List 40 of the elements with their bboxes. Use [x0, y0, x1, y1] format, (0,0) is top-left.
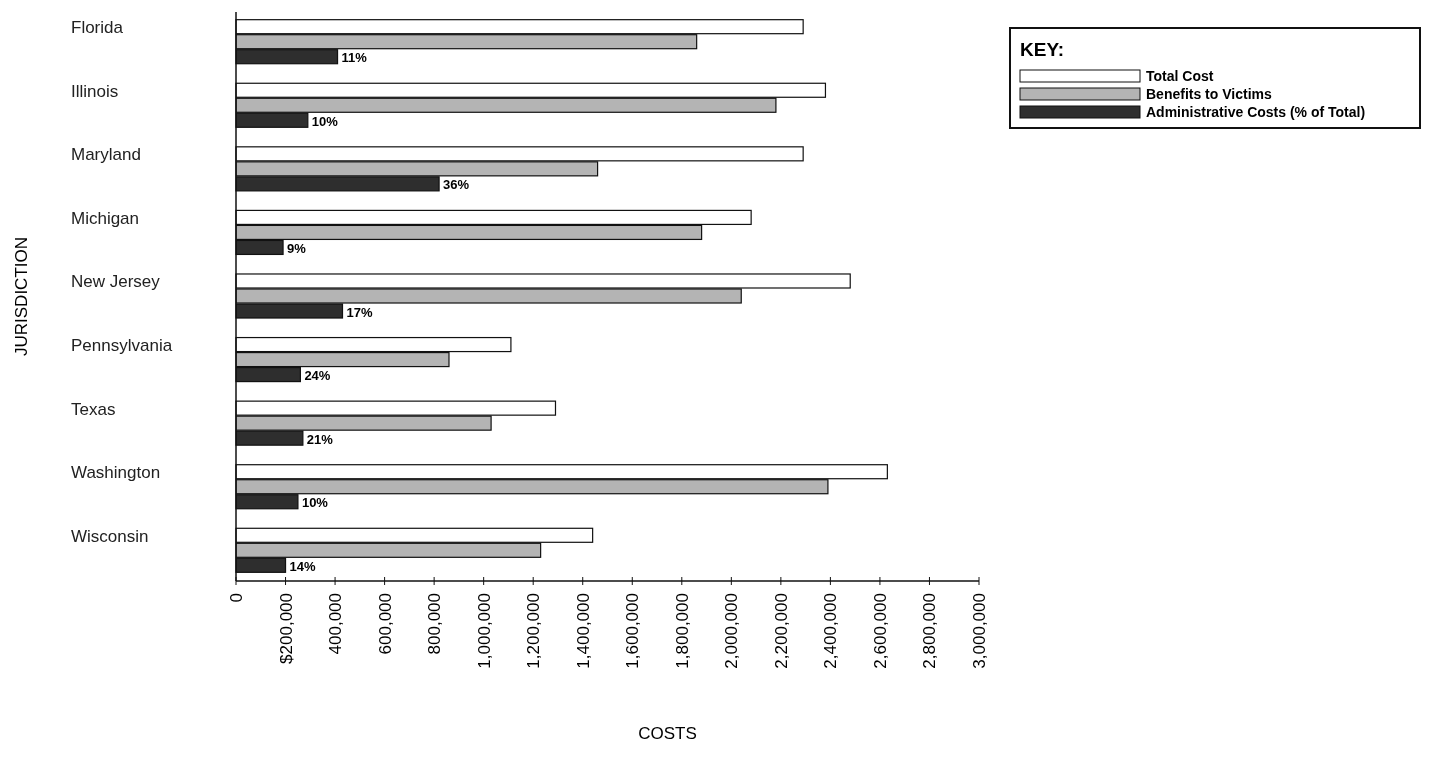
annotation: 24% [304, 368, 331, 384]
x-tick-label: $200,000 [276, 593, 296, 664]
y-axis-title: JURISDICTION [12, 237, 31, 356]
x-tick-label: 2,600,000 [870, 593, 890, 669]
x-tick-label: 2,800,000 [920, 593, 940, 669]
x-tick-label: 1,200,000 [524, 593, 544, 669]
y-tick-label: Pennsylvania [71, 336, 173, 356]
y-tick-label: Wisconsin [71, 526, 149, 546]
annotation: 9% [287, 240, 307, 256]
x-tick-label: 1,400,000 [573, 593, 593, 669]
y-tick-label: Florida [71, 18, 124, 38]
annotation: 11% [341, 50, 368, 66]
x-tick-label: 1,000,000 [474, 593, 494, 669]
y-tick-label: Texas [71, 399, 116, 419]
y-tick-label: Maryland [71, 145, 141, 165]
x-tick-label: 0 [227, 593, 246, 603]
x-tick-label: 400,000 [326, 593, 346, 655]
x-tick-label: 1,800,000 [672, 593, 692, 669]
y-tick-label: Michigan [71, 208, 140, 228]
x-tick-label: 1,600,000 [623, 593, 643, 669]
x-tick-label: 2,000,000 [722, 593, 742, 669]
y-tick-label: New Jersey [71, 272, 161, 292]
x-axis-title: COSTS [638, 724, 697, 743]
x-tick-label: 600,000 [375, 593, 395, 655]
annotation: 36% [443, 177, 470, 193]
annotation: 14% [289, 558, 316, 574]
y-tick-label: Washington [71, 463, 161, 483]
text: Benefits to Victims [1146, 86, 1272, 102]
y-tick-label: Illinois [71, 81, 119, 101]
text: Administrative Costs (% of Total) [1146, 104, 1366, 120]
x-tick-label: 2,200,000 [771, 593, 791, 669]
annotation: 10% [301, 495, 329, 511]
annotation: 21% [306, 431, 334, 447]
annotation: 10% [311, 113, 339, 129]
annotation: 17% [346, 304, 373, 320]
x-tick-label: 2,400,000 [821, 593, 841, 669]
text: Total Cost [1146, 68, 1214, 84]
legend-title: KEY: [1020, 39, 1064, 60]
x-tick-label: 800,000 [425, 593, 445, 655]
x-tick-label: 3,000,000 [970, 593, 989, 669]
